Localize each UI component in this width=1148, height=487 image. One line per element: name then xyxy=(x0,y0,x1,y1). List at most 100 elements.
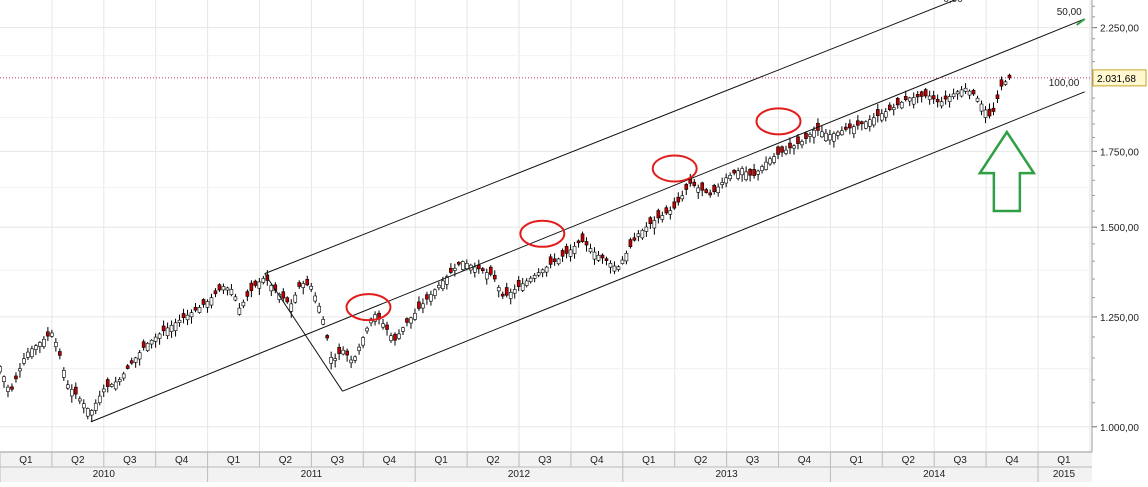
candle-body xyxy=(772,156,776,163)
last-price-label: 2.031,68 xyxy=(1097,74,1136,85)
channel-line xyxy=(90,18,1085,423)
candle-body xyxy=(357,346,361,351)
candle-body xyxy=(457,261,461,265)
candle-body xyxy=(433,289,437,296)
candle-body xyxy=(70,389,74,397)
candle-body xyxy=(181,313,186,319)
candle-body xyxy=(612,265,617,272)
up-arrow xyxy=(977,129,1037,213)
candle-body xyxy=(676,196,681,203)
candle-body xyxy=(409,317,413,324)
candle-body xyxy=(281,291,286,299)
quarter-label: Q4 xyxy=(175,455,189,466)
candle-body xyxy=(413,312,417,320)
candle-body xyxy=(305,279,310,286)
candle-body xyxy=(329,357,333,364)
quarter-label: Q4 xyxy=(798,455,812,466)
candle-body xyxy=(249,282,254,291)
candle-body xyxy=(26,351,30,358)
candle-body xyxy=(237,307,242,315)
candle-body xyxy=(129,360,134,364)
candle-body xyxy=(979,103,984,112)
candle-body xyxy=(784,149,788,154)
candle-body xyxy=(209,297,214,306)
candle-body xyxy=(604,258,609,261)
candle-body xyxy=(756,170,760,175)
candle-body xyxy=(991,107,996,112)
quarter-label: Q3 xyxy=(953,455,967,466)
candle-body xyxy=(177,319,182,323)
candle-body xyxy=(301,283,306,288)
candle-body xyxy=(580,233,585,242)
candle-body xyxy=(724,177,728,184)
candle-body xyxy=(445,276,449,285)
quarter-label: Q3 xyxy=(331,455,345,466)
candle-body xyxy=(840,130,844,136)
candle-body xyxy=(365,327,369,332)
candle-body xyxy=(943,95,948,100)
candle-body xyxy=(616,266,621,270)
candle-body xyxy=(14,375,18,380)
candle-body xyxy=(245,291,250,297)
candle-body xyxy=(660,215,665,220)
candle-body xyxy=(241,301,246,307)
candle-body xyxy=(764,161,768,170)
candle-body xyxy=(620,259,625,264)
candle-body xyxy=(804,132,808,139)
candle-body xyxy=(564,246,569,254)
candle-body xyxy=(668,210,673,215)
candle-body xyxy=(289,303,294,312)
candle-body xyxy=(46,331,50,337)
candle-body xyxy=(748,169,752,176)
candle-body xyxy=(516,279,521,287)
candle-body xyxy=(596,254,601,261)
quarter-label: Q4 xyxy=(1005,455,1019,466)
candle-body xyxy=(253,280,258,286)
quarter-label: Q3 xyxy=(538,455,552,466)
channel-line-label: 100,00 xyxy=(1049,78,1080,89)
candle-body xyxy=(205,301,210,308)
quarter-label: Q1 xyxy=(1057,455,1071,466)
candle-body xyxy=(393,333,397,341)
y-tick-label: 1.250,00 xyxy=(1100,313,1139,324)
candle-body xyxy=(105,379,110,387)
candle-body xyxy=(153,336,158,342)
candle-body xyxy=(317,305,321,313)
candle-body xyxy=(788,142,792,149)
candle-body xyxy=(780,146,784,153)
candle-body xyxy=(201,299,206,305)
candle-body xyxy=(624,253,629,262)
candle-body xyxy=(732,169,736,174)
quarter-label: Q3 xyxy=(746,455,760,466)
year-label: 2012 xyxy=(508,469,531,480)
candle-body xyxy=(911,97,916,105)
candle-body xyxy=(844,126,848,130)
quarter-label: Q1 xyxy=(850,455,864,466)
candle-body xyxy=(828,134,832,141)
candle-body xyxy=(58,351,62,356)
channel-line xyxy=(342,91,1085,392)
candle-body xyxy=(492,274,497,280)
candle-body xyxy=(848,123,852,129)
candle-body xyxy=(692,181,697,186)
candle-body xyxy=(588,248,593,253)
candle-body xyxy=(313,295,318,302)
year-label: 2010 xyxy=(93,469,116,480)
candle-body xyxy=(0,366,2,373)
candle-body xyxy=(157,333,162,339)
candle-body xyxy=(955,91,960,95)
candle-body xyxy=(321,319,325,325)
y-tick-label: 2.250,00 xyxy=(1100,24,1139,35)
candle-body xyxy=(959,89,964,97)
candle-body xyxy=(133,357,138,363)
candle-body xyxy=(995,94,1000,99)
year-label: 2013 xyxy=(715,469,738,480)
candle-body xyxy=(461,261,465,270)
candle-body xyxy=(628,239,633,248)
candle-body xyxy=(213,290,218,295)
candle-body xyxy=(185,314,190,321)
candle-body xyxy=(113,381,118,390)
candle-body xyxy=(808,134,812,137)
candle-body xyxy=(141,341,146,348)
candle-body xyxy=(923,89,928,97)
